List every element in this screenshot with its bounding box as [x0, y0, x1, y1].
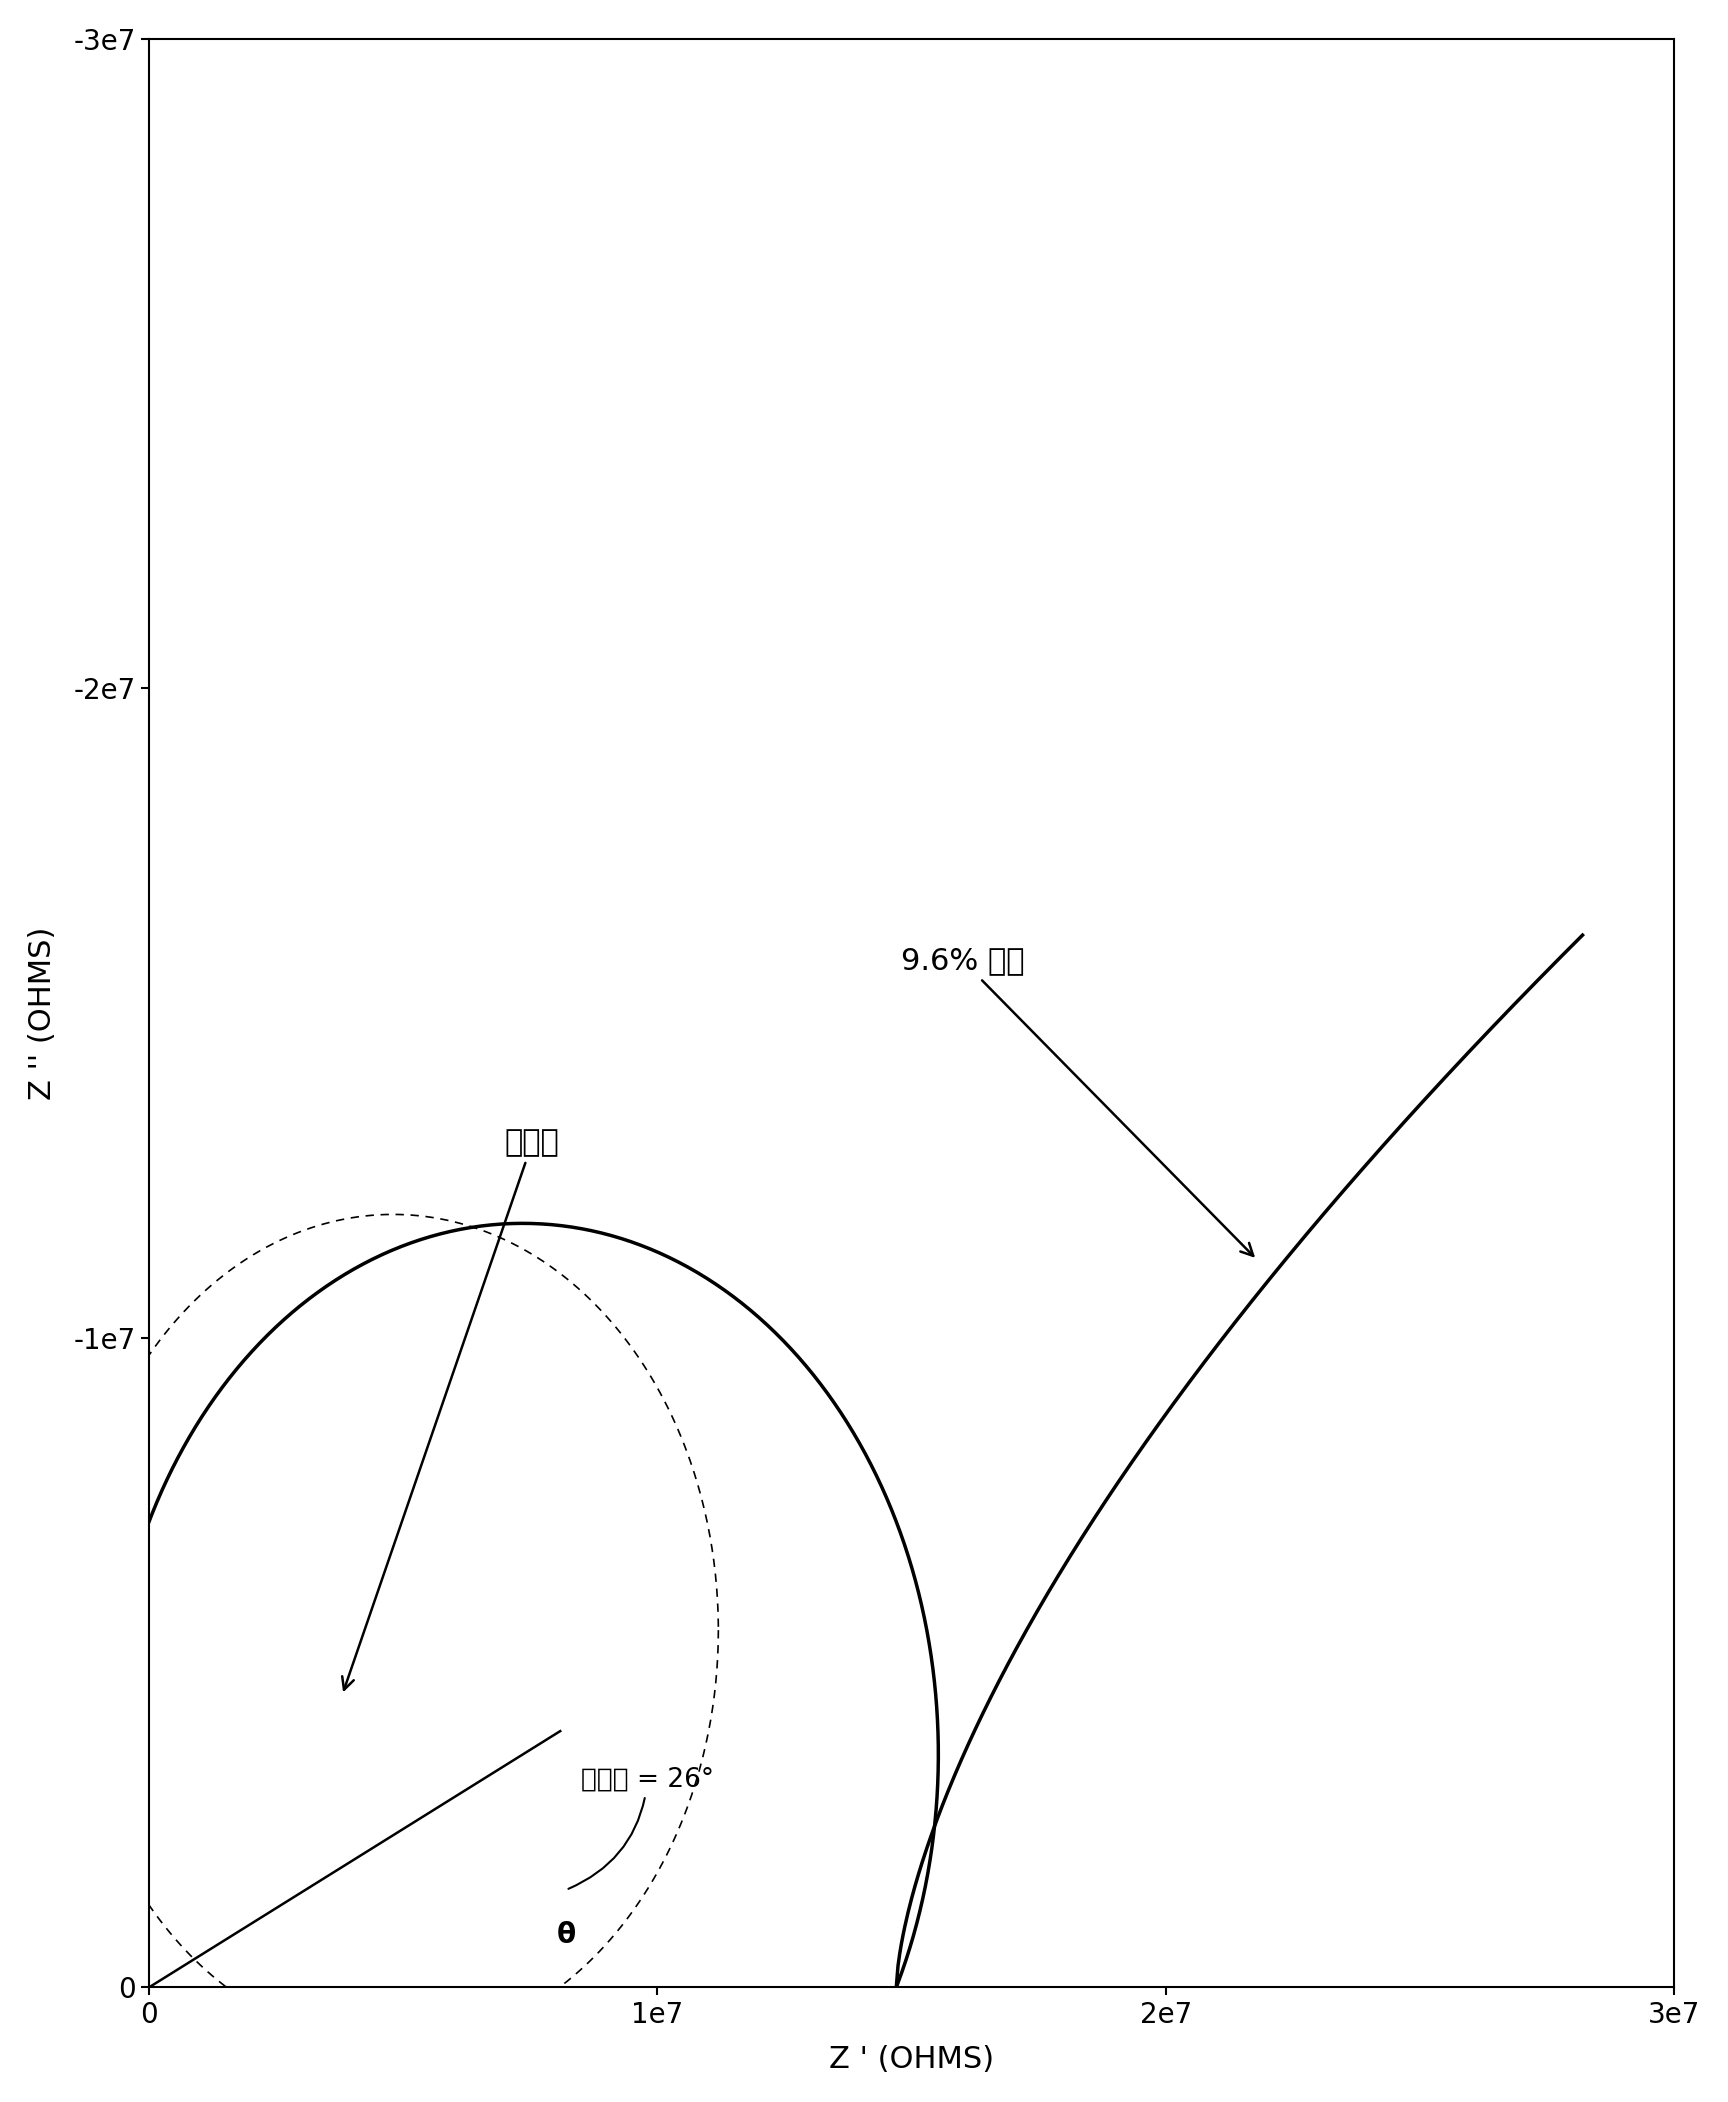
- Y-axis label: Z '' (OHMS): Z '' (OHMS): [28, 927, 57, 1099]
- Text: θ: θ: [556, 1921, 575, 1949]
- Text: 9.6% 炭黑: 9.6% 炭黑: [902, 946, 1253, 1255]
- X-axis label: Z ' (OHMS): Z ' (OHMS): [829, 2045, 994, 2075]
- Text: 下偏角 = 26°: 下偏角 = 26°: [569, 1766, 714, 1890]
- Text: 无炭黑: 无炭黑: [342, 1129, 560, 1690]
